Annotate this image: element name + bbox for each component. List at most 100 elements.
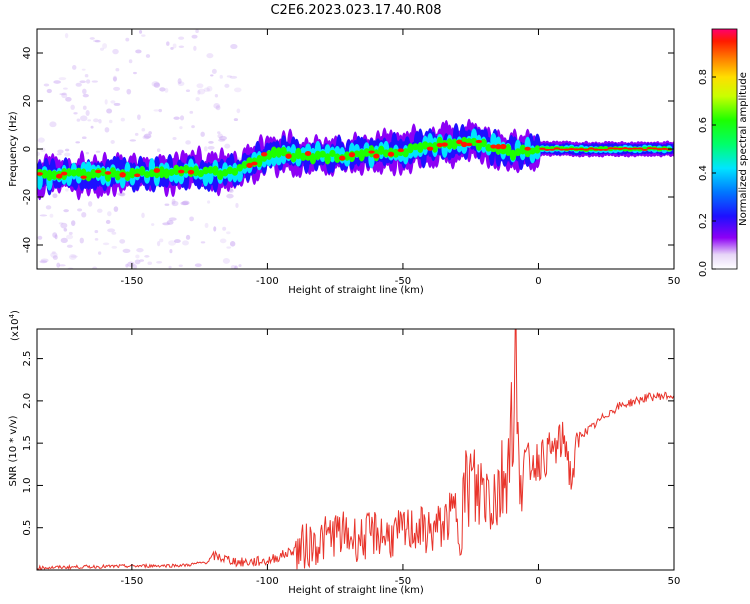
heatmap-cell [626,147,634,150]
heatmap-cell [456,139,463,145]
heatmap-speckle [53,80,61,84]
heatmap-cell [256,155,263,168]
heatmap-speckle [91,80,98,83]
heatmap-speckle [172,43,177,49]
heatmap-speckle [54,234,58,240]
heatmap-speckle [63,87,68,90]
heatmap-speckle [92,39,100,43]
heatmap-speckle [214,94,219,98]
heatmap-speckle [94,237,99,241]
chart-title: C2E6.2023.023.17.40.R08 [270,3,441,18]
heatmap-speckle [218,135,227,141]
heatmap-cell [646,147,653,150]
heatmap-speckle [226,231,231,235]
heatmap-cell [153,168,161,173]
heatmap-speckle [222,257,230,264]
heatmap-cell [539,147,546,150]
heatmap-speckle [219,238,227,244]
heatmap-speckle [207,200,211,204]
heatmap-speckle [98,119,102,124]
heatmap-speckle [51,250,56,255]
heatmap-cell [490,144,497,149]
heatmap-speckle [120,117,125,122]
heatmap-speckle [178,36,185,40]
heatmap-cell [95,169,102,174]
heatmap-speckle [172,137,177,141]
snr-x-tick-label: 50 [668,576,681,587]
heatmap-speckle [113,102,121,106]
heatmap-cell [85,171,92,182]
heatmap-cell [607,147,614,150]
heatmap-cell [304,150,312,156]
heatmap-cell [553,147,561,150]
heatmap-speckle [179,115,185,121]
heatmap-cell [143,171,151,178]
heatmap-speckle [191,125,195,129]
heatmap-speckle [107,228,116,233]
heatmap-speckle [65,188,69,192]
heatmap-speckle [211,68,217,74]
heatmap-speckle [170,47,174,50]
heatmap-cell [500,143,507,150]
heatmap-speckle [37,151,41,157]
heatmap-speckle [102,242,110,246]
heatmap-speckle [193,45,197,51]
heatmap-speckle [122,248,131,254]
heatmap-cell [436,142,444,148]
heatmap-cell [221,168,229,177]
heatmap-speckle [174,239,181,244]
heatmap-cell [661,147,668,150]
spectrogram-x-tick-label: -150 [121,276,144,287]
heatmap-cell [65,168,73,177]
heatmap-cell [475,140,483,151]
heatmap-speckle [145,54,151,58]
heatmap-speckle [229,75,238,79]
heatmap-speckle [185,234,191,240]
heatmap-speckle [200,241,206,244]
heatmap-cell [378,145,385,155]
heatmap-speckle [171,200,179,207]
heatmap-speckle [179,126,183,130]
heatmap-cell [587,147,595,150]
heatmap-speckle [162,222,171,226]
heatmap-speckle [151,223,155,226]
heatmap-speckle [93,118,99,123]
heatmap-speckle [236,108,241,114]
heatmap-cell [119,172,126,178]
heatmap-speckle [65,96,72,102]
heatmap-speckle [180,201,189,206]
heatmap-cell [582,148,590,151]
heatmap-cell [514,148,522,157]
heatmap-cell [382,149,390,158]
heatmap-speckle [233,118,239,122]
heatmap-speckle [168,217,177,221]
heatmap-cell [182,164,190,174]
heatmap-speckle [132,71,137,75]
heatmap-speckle [156,241,161,247]
heatmap-cell [373,153,380,159]
snr-series-line [37,329,674,570]
snr-y-label: SNR (10 * v/v) [8,415,19,486]
heatmap-speckle [185,89,191,93]
heatmap-speckle [191,34,198,39]
heatmap-speckle [168,240,176,246]
heatmap-speckle [100,47,104,51]
heatmap-speckle [224,143,231,149]
heatmap-cell [109,167,117,178]
heatmap-speckle [226,246,232,249]
heatmap-cell [568,147,575,150]
heatmap-cell [431,141,439,153]
heatmap-speckle [106,108,113,114]
heatmap-speckle [215,105,221,111]
heatmap-cell [99,167,107,177]
heatmap-cell [75,167,82,177]
heatmap-speckle [166,41,170,46]
heatmap-speckle [43,83,50,87]
heatmap-cell [60,171,68,176]
spectrogram-heatmap [37,29,674,269]
heatmap-speckle [89,37,95,40]
heatmap-speckle [76,118,81,122]
heatmap-speckle [153,109,159,112]
spectrogram-panel: -150 -100 -50 0 50 40 20 0 -20 -40 Height of str… [8,28,680,296]
heatmap-cell [90,168,97,179]
